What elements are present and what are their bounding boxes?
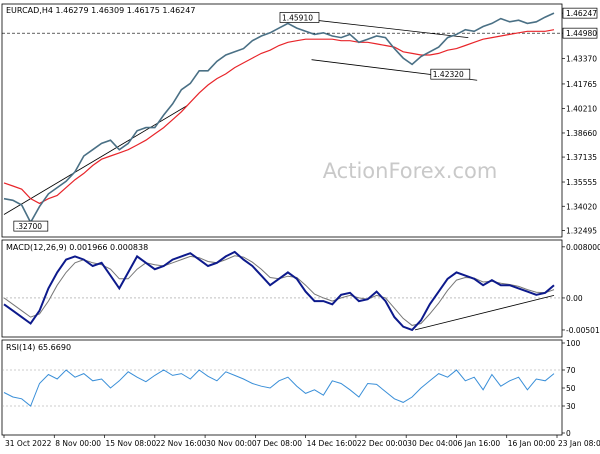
macd-trendline [414, 295, 555, 331]
annotation-box [279, 12, 320, 23]
macd-axis: 0.008000 0.00 -0.005012 [562, 243, 600, 335]
current-price-label-box [562, 7, 598, 19]
sma-line [3, 29, 555, 205]
price-tick-label: 1.35555 [566, 178, 597, 187]
price-tick-label: 1.34020 [566, 202, 597, 211]
rsi-tick-label: 70 [566, 366, 576, 375]
macd-line [3, 250, 555, 332]
macd-header: MACD(12,26,9) 0.001966 0.000838 [6, 243, 148, 252]
price-panel-frame [1, 3, 563, 238]
x-tick-label: 22 Nov 16:00 [156, 439, 207, 448]
annotation-label: 1.42320 [433, 70, 464, 79]
price-axis: 1.43370 1.41765 1.40210 1.38660 1.37135 1.355… [562, 7, 598, 235]
rsi-tick-label: 0 [566, 429, 571, 438]
macd-tick-label: -0.005012 [566, 326, 600, 335]
rsi-tick-label: 50 [566, 384, 576, 393]
x-tick-label: 22 Dec 00:00 [357, 439, 408, 448]
price-tick-label: 1.40210 [566, 104, 597, 113]
rsi-panel-frame [1, 339, 563, 436]
rsi-axis: 100 70 50 30 0 [562, 339, 581, 438]
x-axis: 31 Oct 2022 8 Nov 00:00 15 Nov 08:00 22 Nov… [3, 435, 600, 448]
x-tick-label: 8 Nov 00:00 [55, 439, 101, 448]
rsi-header: RSI(14) 65.6690 [6, 343, 71, 352]
x-tick-label: 31 Oct 2022 [5, 439, 52, 448]
x-tick-label: 14 Dec 16:00 [307, 439, 358, 448]
price-line [3, 12, 555, 225]
price-tick-label: 1.38660 [566, 129, 597, 138]
x-tick-label: 7 Dec 08:00 [256, 439, 302, 448]
price-tick-label: 1.37135 [566, 153, 597, 162]
rsi-tick-label: 30 [566, 402, 576, 411]
x-tick-label: 30 Nov 00:00 [206, 439, 257, 448]
annotation-label: .32700 [16, 222, 42, 231]
x-tick-label: 23 Jan 08:00 [558, 439, 600, 448]
x-tick-label: 15 Nov 08:00 [106, 439, 157, 448]
macd-tick-label: 0.00 [566, 294, 583, 303]
rsi-tick-label: 100 [566, 339, 581, 348]
price-header: EURCAD,H4 1.46279 1.46309 1.46175 1.4624… [6, 6, 195, 15]
x-tick-label: 6 Jan 16:00 [457, 439, 500, 448]
level-price-label: 1.44980 [566, 29, 597, 38]
x-tick-label: 30 Dec 04:00 [407, 439, 458, 448]
level-price-label-box [562, 27, 598, 39]
watermark: ActionForex.com [323, 159, 498, 183]
chart-marks: 1.45910 1.42320 .32700 [2, 12, 562, 407]
price-tick-label: 1.41765 [566, 80, 597, 89]
rsi-line [3, 369, 555, 407]
current-price-label: 1.46247 [566, 9, 597, 18]
x-tick-label: 16 Jan 00:00 [508, 439, 556, 448]
macd-panel-frame [1, 239, 563, 338]
price-tick-label: 1.43370 [566, 55, 597, 64]
price-tick-label: 1.32495 [566, 226, 597, 235]
annotation-label: 1.45910 [282, 13, 313, 22]
macd-tick-label: 0.008000 [566, 243, 600, 252]
annotation-box [430, 68, 471, 80]
annotation-box [13, 220, 49, 232]
